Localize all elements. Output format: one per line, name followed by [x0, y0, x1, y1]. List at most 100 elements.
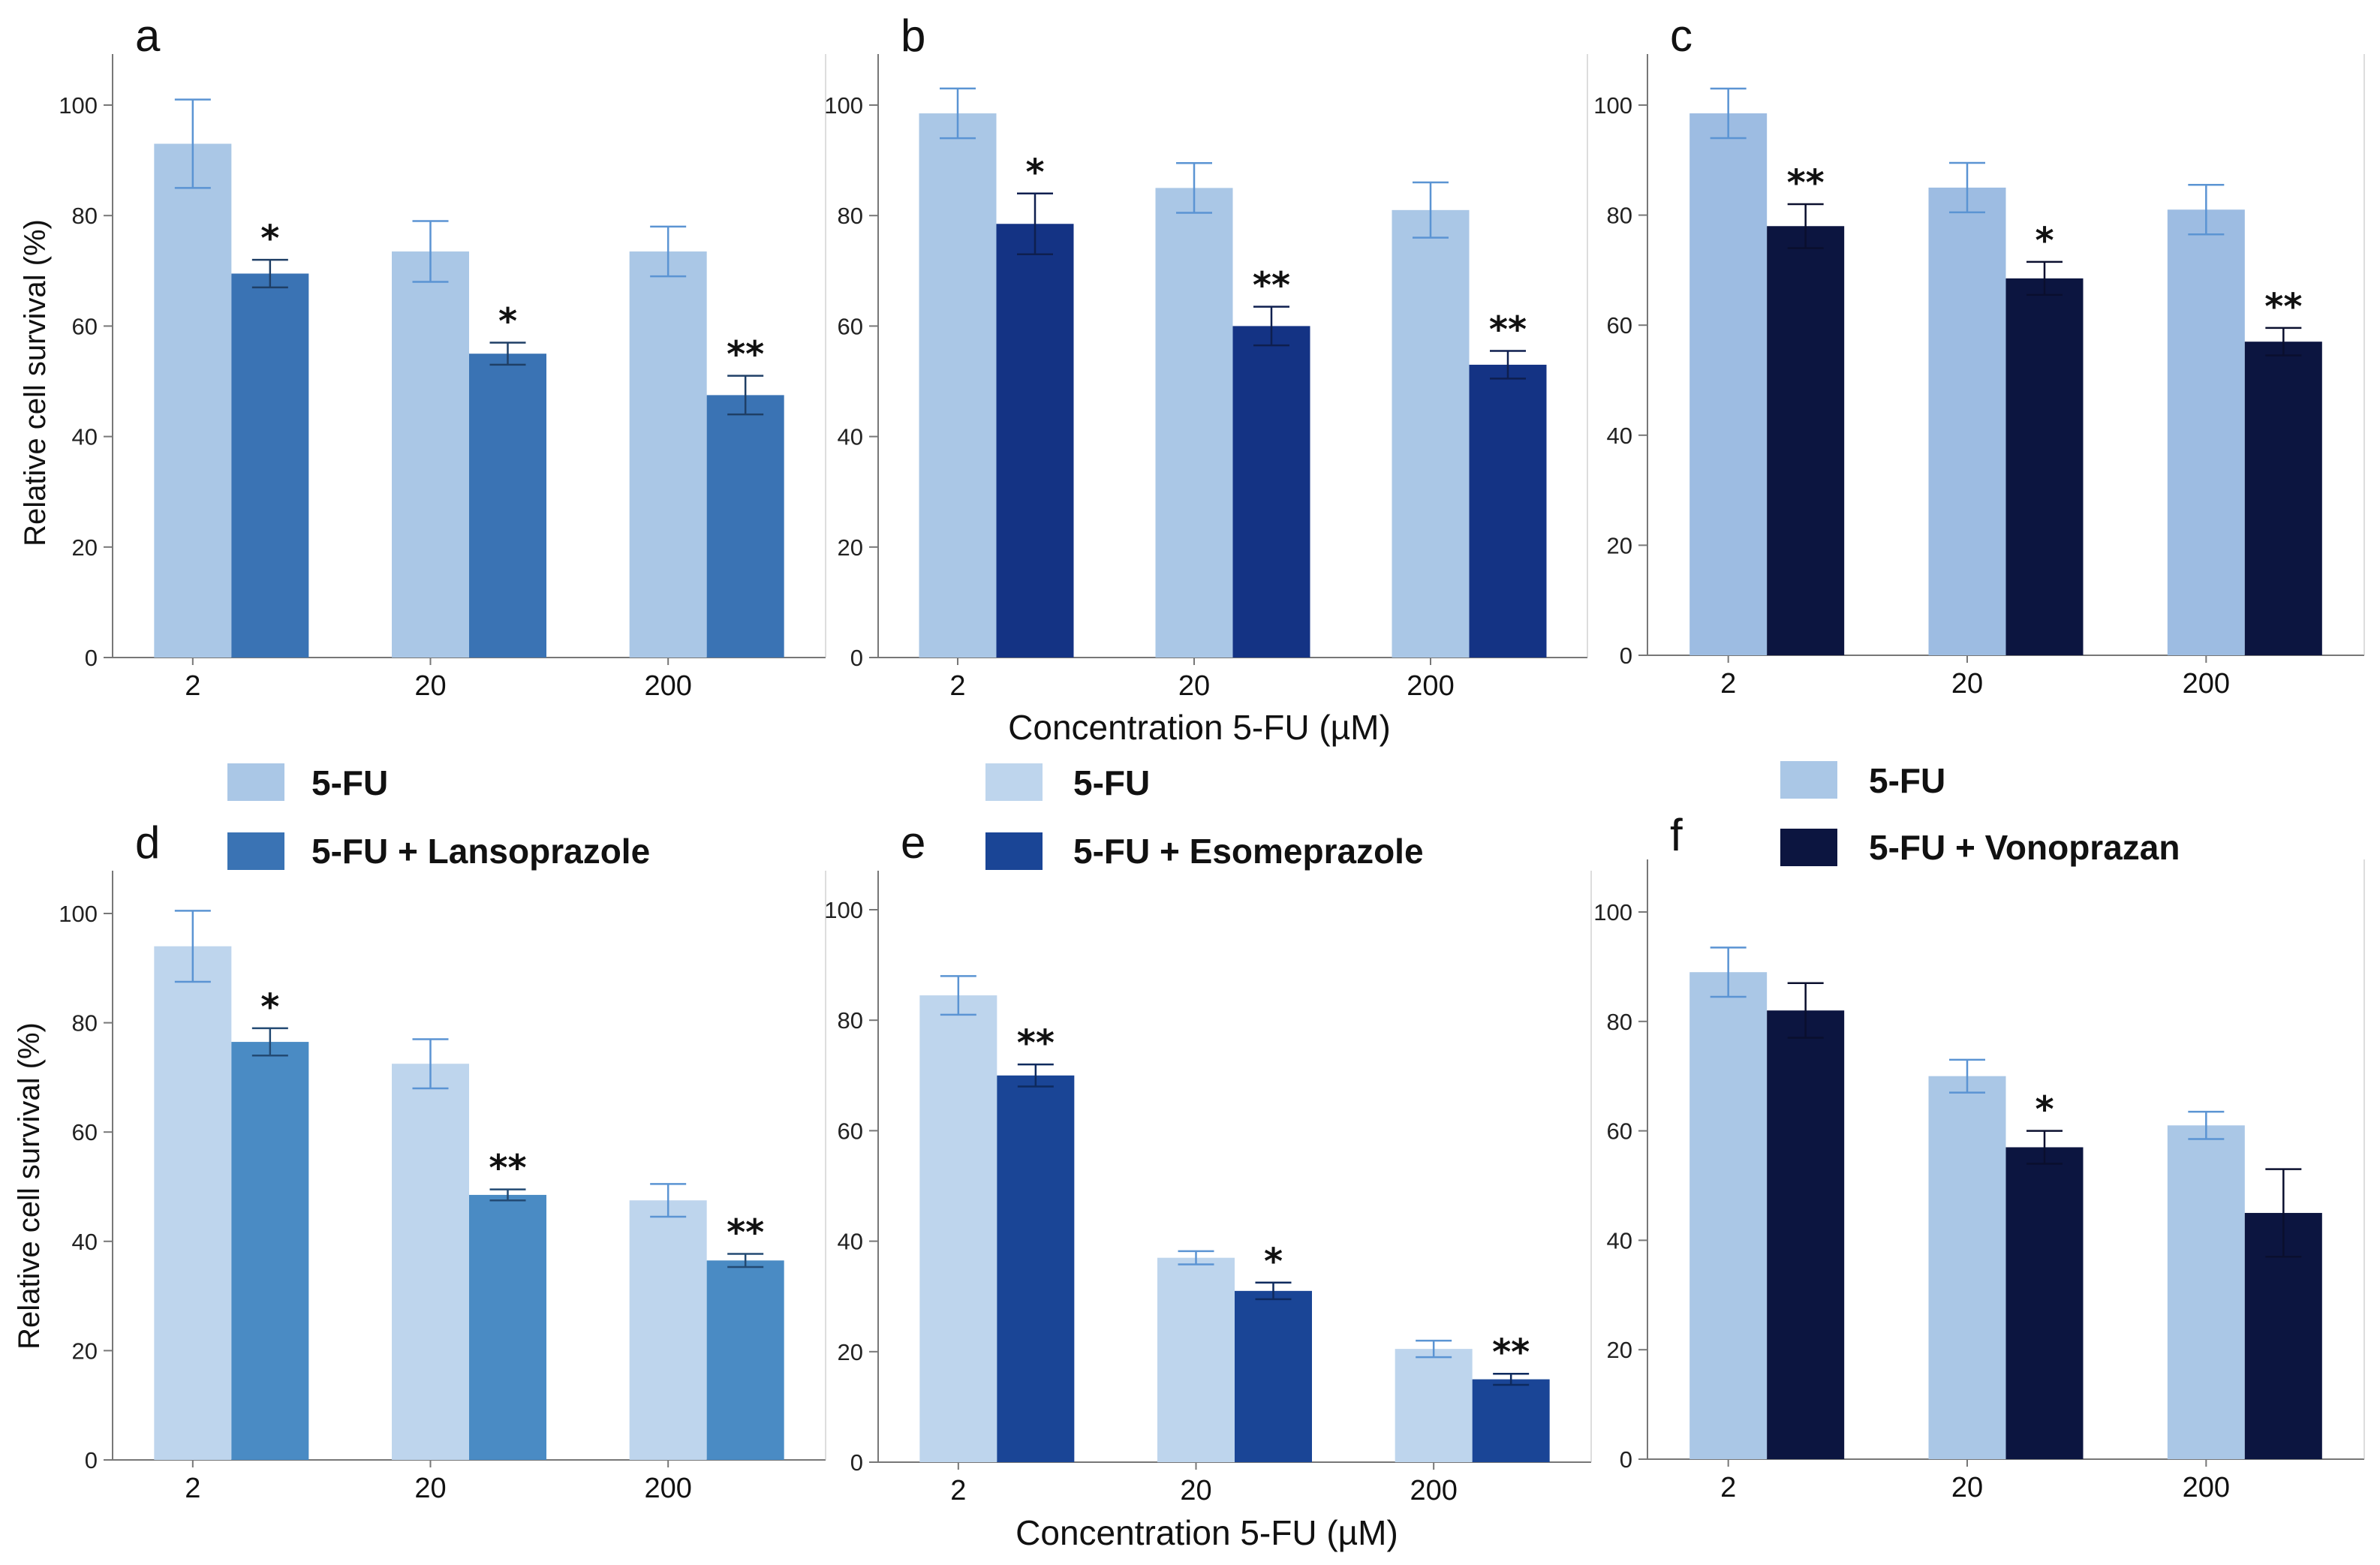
significance-marker: **: [1489, 309, 1527, 351]
bar-combo: [1232, 326, 1310, 658]
significance-marker: *: [2035, 1089, 2054, 1131]
y-tick-label: 100: [1593, 899, 1632, 925]
panel-a-chart: 0 20 40 60 80 100 * 2 * 20 ** 200: [59, 54, 826, 702]
y-tick-label: 40: [1607, 423, 1632, 449]
y-tick-label: 80: [838, 203, 863, 229]
bar-5fu: [919, 113, 997, 658]
bar-5fu: [154, 946, 232, 1460]
y-tick-label: 0: [85, 1447, 98, 1473]
y-tick-label: 0: [1620, 643, 1632, 669]
x-tick-label: 2: [949, 670, 965, 702]
bar-combo: [231, 273, 309, 658]
significance-marker: **: [1492, 1332, 1530, 1374]
y-tick-label: 60: [1607, 1118, 1632, 1145]
y-tick-label: 20: [72, 1338, 98, 1364]
bar-combo: [469, 354, 546, 658]
significance-marker: **: [1017, 1022, 1055, 1064]
panel-f-chart: 0 20 40 60 80 100 2 * 20 200: [1593, 859, 2365, 1503]
significance-marker: *: [498, 300, 517, 342]
bar-5fu: [1157, 1257, 1235, 1462]
significance-marker: *: [260, 218, 279, 260]
legend-label-5fu: 5-FU: [311, 763, 388, 802]
x-tick-label: 200: [1407, 670, 1454, 702]
y-tick-label: 80: [1607, 1009, 1632, 1035]
significance-marker: *: [260, 986, 279, 1028]
panel-b-chart: 0 20 40 60 80 100 * 2 ** 20 ** 200: [824, 54, 1588, 702]
y-tick-label: 20: [1607, 532, 1632, 558]
y-tick-label: 0: [850, 645, 863, 671]
x-tick-label: 20: [1951, 668, 1983, 700]
bar-5fu: [392, 251, 469, 658]
y-tick-label: 60: [72, 1119, 98, 1145]
x-tick-label: 2: [950, 1475, 966, 1506]
x-tick-label: 200: [644, 670, 691, 702]
y-tick-label: 60: [838, 313, 863, 339]
y-tick-label: 40: [72, 1229, 98, 1255]
bar-combo: [231, 1042, 309, 1460]
legend-label-5fu: 5-FU: [1073, 763, 1150, 802]
bar-5fu: [1395, 1349, 1473, 1462]
significance-marker: **: [727, 334, 764, 376]
y-tick-label: 20: [1607, 1337, 1632, 1363]
panel-label-d: d: [135, 817, 160, 868]
y-tick-label: 40: [838, 1229, 863, 1255]
significance-marker: **: [489, 1148, 526, 1190]
y-tick-label: 100: [824, 92, 863, 119]
legend-swatch-lansoprazole: [227, 832, 284, 870]
bar-combo: [997, 1075, 1075, 1462]
bar-5fu: [2167, 1125, 2245, 1459]
legend-swatch-esomeprazole: [985, 832, 1043, 870]
y-tick-label: 100: [59, 901, 98, 927]
bar-5fu: [919, 995, 997, 1462]
y-tick-label: 60: [838, 1118, 863, 1144]
panel-label-a: a: [135, 11, 161, 61]
bar-5fu: [154, 143, 232, 658]
y-tick-label: 20: [72, 534, 98, 561]
x-tick-label: 20: [1178, 670, 1210, 702]
y-axis-title-bottom: Relative cell survival (%): [13, 1022, 46, 1350]
legend-esomeprazole: 5-FU 5-FU + Esomeprazole: [985, 763, 1424, 871]
legend-label-esomeprazole: 5-FU + Esomeprazole: [1073, 832, 1424, 871]
panel-label-c: c: [1670, 11, 1692, 61]
panel-d-chart: 0 20 40 60 80 100 * 2 ** 20 ** 200: [59, 871, 826, 1504]
legend-swatch-5fu: [985, 763, 1043, 801]
bar-combo: [1767, 226, 1845, 655]
bar-combo: [1469, 364, 1547, 658]
legend-swatch-5fu: [227, 763, 284, 801]
x-tick-label: 200: [2183, 668, 2230, 700]
y-axis-title-top: Relative cell survival (%): [19, 219, 52, 546]
bar-5fu: [1155, 188, 1233, 658]
bar-5fu: [2167, 209, 2245, 655]
x-tick-label: 20: [1180, 1475, 1211, 1506]
y-tick-label: 0: [1620, 1446, 1632, 1473]
x-tick-label: 2: [1720, 668, 1736, 700]
x-axis-title-top: Concentration 5-FU (µM): [1008, 708, 1391, 747]
bar-5fu: [1392, 209, 1470, 658]
legend-swatch-5fu: [1780, 761, 1837, 799]
y-tick-label: 100: [824, 897, 863, 923]
x-tick-label: 20: [414, 670, 446, 702]
y-tick-label: 40: [1607, 1227, 1632, 1254]
legend-lansoprazole: 5-FU 5-FU + Lansoprazole: [227, 763, 650, 871]
legend-label-5fu: 5-FU: [1869, 761, 1945, 800]
y-tick-label: 20: [838, 534, 863, 561]
bar-5fu: [629, 1200, 707, 1460]
y-tick-label: 60: [72, 313, 98, 339]
significance-marker: *: [1025, 152, 1044, 194]
panel-label-e: e: [901, 817, 925, 868]
y-tick-label: 100: [1593, 92, 1632, 119]
y-tick-label: 0: [85, 645, 98, 671]
y-tick-label: 60: [1607, 312, 1632, 339]
x-tick-label: 2: [1720, 1472, 1736, 1503]
bar-combo: [2005, 278, 2084, 655]
significance-marker: **: [727, 1212, 764, 1254]
bar-combo: [1235, 1290, 1312, 1462]
y-tick-label: 80: [1607, 203, 1632, 229]
y-tick-label: 80: [72, 1010, 98, 1037]
bar-5fu: [392, 1064, 469, 1460]
x-tick-label: 2: [185, 670, 200, 702]
bar-5fu: [1689, 972, 1768, 1459]
x-tick-label: 200: [644, 1473, 691, 1504]
bar-5fu: [629, 251, 707, 658]
y-tick-label: 40: [72, 424, 98, 450]
